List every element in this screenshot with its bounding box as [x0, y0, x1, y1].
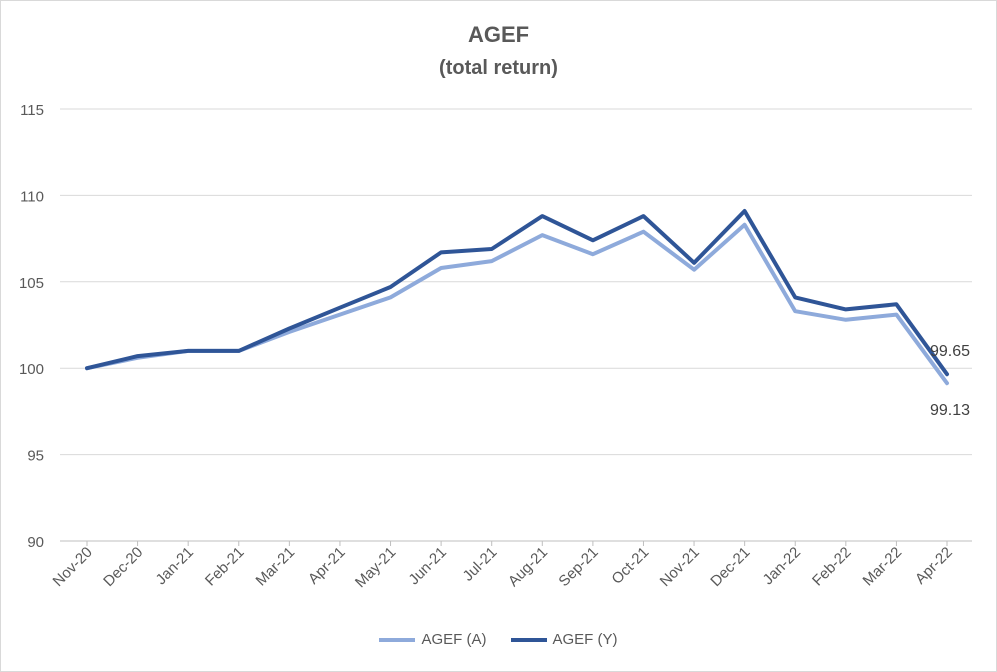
x-tick-label: Jul-21: [460, 544, 501, 585]
legend-swatch-agef-y: [510, 637, 547, 642]
legend: AGEF (A) AGEF (Y): [0, 631, 997, 648]
x-tick-label: Sep-21: [555, 544, 601, 590]
y-tick-label: 95: [27, 448, 44, 465]
x-tick-label: Jan-22: [760, 544, 804, 588]
x-tick-label: Apr-22: [912, 544, 956, 588]
chart-subtitle: (total return): [439, 57, 558, 79]
legend-swatch-agef-a: [379, 637, 416, 642]
x-tick-label: Dec-20: [100, 544, 146, 590]
end-label-0: 99.13: [930, 402, 970, 419]
x-tick-label: Nov-20: [50, 544, 96, 590]
x-tick-label: Nov-21: [657, 544, 703, 590]
y-tick-label: 100: [19, 361, 44, 378]
legend-item-agef-a: AGEF (A): [379, 631, 487, 648]
legend-label-agef-a: AGEF (A): [421, 631, 487, 648]
end-labels: 99.13 99.65: [930, 343, 970, 419]
x-tick-label: Feb-22: [809, 544, 855, 590]
series-line-1: [85, 209, 949, 377]
x-tick-label: Jan-21: [153, 544, 197, 588]
x-tick-label: Dec-21: [707, 544, 753, 590]
y-tick-label: 90: [27, 534, 44, 551]
y-tick-label: 105: [19, 275, 44, 292]
x-tick-label: Aug-21: [505, 544, 551, 590]
x-tick-label: Mar-21: [253, 544, 299, 590]
x-tick-label: Apr-21: [305, 544, 349, 588]
y-axis-ticks: 90 95 100 105 110 115: [19, 102, 44, 551]
end-label-1: 99.65: [930, 343, 970, 360]
y-tick-label: 115: [20, 102, 44, 119]
x-axis: Nov-20 Dec-20 Jan-21 Feb-21 Mar-21 Apr-21 May-…: [50, 540, 972, 591]
x-tick-label: Oct-21: [608, 544, 652, 588]
x-tick-label: Jun-21: [405, 544, 449, 588]
x-tick-label: Mar-22: [860, 544, 906, 590]
gridlines: [60, 108, 972, 456]
legend-item-agef-y: AGEF (Y): [510, 631, 618, 648]
y-tick-label: 110: [20, 188, 44, 205]
x-tick-label: Feb-21: [202, 544, 248, 590]
legend-label-agef-y: AGEF (Y): [552, 631, 618, 648]
chart-title: AGEF: [467, 22, 530, 47]
series-lines: [85, 209, 949, 386]
x-tick-label: May-21: [352, 544, 399, 591]
